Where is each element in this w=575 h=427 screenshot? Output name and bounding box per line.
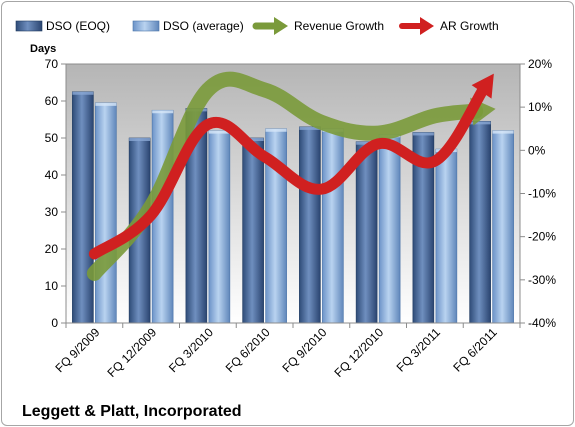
bar-cap xyxy=(208,130,230,134)
y-tick-label: 70 xyxy=(45,57,59,71)
legend-arrowhead xyxy=(274,17,288,35)
bar-cap xyxy=(356,141,378,145)
y2-tick-label: 0% xyxy=(528,143,546,157)
bar-cap xyxy=(242,138,264,141)
y2-tick-label: -30% xyxy=(528,273,556,287)
bar-cap xyxy=(412,132,434,136)
y2-tick-label: 10% xyxy=(528,100,552,114)
legend-entry-label: Revenue Growth xyxy=(294,19,384,33)
x-tick-label: FQ 3/2011 xyxy=(394,325,444,375)
y-tick-label: 30 xyxy=(45,205,59,219)
bar-cap xyxy=(95,102,117,106)
x-tick-label: FQ 3/2010 xyxy=(166,325,216,375)
legend-entry-label: AR Growth xyxy=(440,19,499,33)
legend-arrowhead xyxy=(420,17,434,35)
bar-cap xyxy=(72,91,94,95)
y2-tick-label: -40% xyxy=(528,316,556,330)
x-tick-label: FQ 6/2010 xyxy=(223,325,273,375)
bar-cap xyxy=(469,121,491,125)
arrowhead-ar-growth xyxy=(471,73,494,99)
bar-dso-average xyxy=(322,128,344,324)
legend-entry-label: DSO (EOQ) xyxy=(46,19,110,33)
bar-cap xyxy=(152,110,174,114)
y2-tick-label: -10% xyxy=(528,187,556,201)
x-tick-label: FQ 12/2010 xyxy=(332,325,387,380)
bar-cap xyxy=(299,126,321,130)
bar-dso-average xyxy=(208,130,231,324)
y-tick-label: 50 xyxy=(45,131,59,145)
bar-cap xyxy=(492,130,514,134)
bars-layer xyxy=(72,91,514,324)
bar-dso-eoq xyxy=(242,137,264,324)
chart-title: Leggett & Platt, Incorporated xyxy=(22,403,242,420)
legend-swatch xyxy=(15,20,43,32)
legend: DSO (EOQ) DSO (average) Revenue Growth AR G… xyxy=(15,17,499,35)
y-tick-label: 10 xyxy=(45,279,59,293)
y-axis-label: Days xyxy=(30,43,56,55)
x-tick-label: FQ 6/2011 xyxy=(450,325,500,375)
bar-dso-eoq xyxy=(72,91,94,324)
y-tick-label: 0 xyxy=(51,316,58,330)
legend-entry-label: DSO (average) xyxy=(163,19,244,33)
y2-axis: -40% -30% -20% -10% 0% 10% 20% xyxy=(519,57,556,330)
lines-layer xyxy=(86,71,496,281)
line-ar-growth xyxy=(88,83,490,260)
bar-cap xyxy=(265,128,287,132)
x-tick-label: FQ 12/2009 xyxy=(105,325,160,380)
bar-dso-eoq xyxy=(299,126,321,324)
x-tick-label: FQ 9/2009 xyxy=(53,325,103,375)
legend-swatch xyxy=(132,20,160,32)
y-tick-label: 60 xyxy=(45,94,59,108)
bar-dso-average xyxy=(435,148,458,324)
x-axis: FQ 9/2009 FQ 12/2009 FQ 3/2010 FQ 6/2010 FQ … xyxy=(53,322,521,380)
y2-tick-label: 20% xyxy=(528,57,552,71)
bar-dso-average xyxy=(95,102,117,324)
bar-dso-average xyxy=(492,130,514,324)
bar-dso-eoq xyxy=(355,141,378,324)
y-axis: 0 10 20 30 40 50 60 70 xyxy=(45,57,67,330)
bar-dso-average xyxy=(378,134,401,324)
y2-tick-label: -20% xyxy=(528,230,556,244)
x-tick-label: FQ 9/2010 xyxy=(280,325,330,375)
bar-dso-eoq xyxy=(469,121,491,324)
bar-cap xyxy=(129,138,151,141)
y-tick-label: 40 xyxy=(45,168,59,182)
y-tick-label: 20 xyxy=(45,242,59,256)
